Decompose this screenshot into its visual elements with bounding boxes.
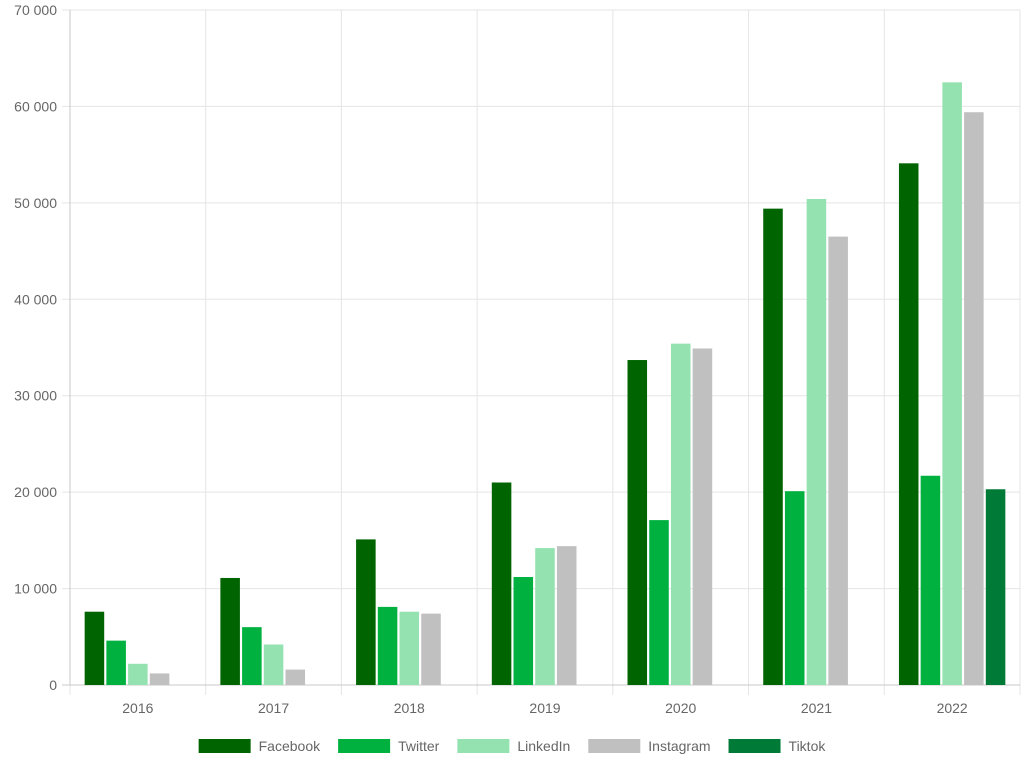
bar-instagram-2017[interactable]: Instagram 2017: 1600 xyxy=(285,669,306,685)
bar-instagram-2020[interactable]: Instagram 2020: 34900 xyxy=(692,348,713,685)
bar-linkedin-2016[interactable]: LinkedIn 2016: 2200 xyxy=(128,663,148,685)
bar-linkedin-2018[interactable]: LinkedIn 2018: 7600 xyxy=(399,611,420,685)
bar-twitter-2021[interactable]: Twitter 2021: 20100 xyxy=(784,491,805,685)
legend-item-instagram[interactable]: Instagram xyxy=(588,738,711,754)
bar-linkedin-2021[interactable]: LinkedIn 2021: 50400 xyxy=(806,199,827,685)
x-tick-label: 2018 xyxy=(394,700,425,716)
bar-twitter-2019[interactable]: Twitter 2019: 11200 xyxy=(513,577,534,685)
bars: Facebook 2016: 7600Twitter 2016: 4600Lin… xyxy=(84,82,1006,686)
y-axis-tick-labels: 0 10 000 20 000 30 000 40 000 50 000 60 000 70 … xyxy=(14,2,57,693)
bar-twitter-2020[interactable]: Twitter 2020: 17100 xyxy=(649,520,669,685)
bar-facebook-2018[interactable]: Facebook 2018: 15100 xyxy=(356,539,376,685)
x-tick-label: 2016 xyxy=(122,700,153,716)
legend-item-twitter[interactable]: Twitter xyxy=(338,738,440,754)
y-tick-label: 20 000 xyxy=(14,484,57,500)
x-tick-label: 2022 xyxy=(937,700,968,716)
legend-label: Twitter xyxy=(398,738,440,754)
y-tick-label: 10 000 xyxy=(14,581,57,597)
bar-facebook-2016[interactable]: Facebook 2016: 7600 xyxy=(84,611,105,685)
legend-item-tiktok[interactable]: Tiktok xyxy=(728,738,827,754)
bar-tiktok-2022[interactable]: Tiktok 2022: 20300 xyxy=(985,489,1006,685)
bar-facebook-2022[interactable]: Facebook 2022: 54100 xyxy=(898,163,919,686)
y-tick-label: 70 000 xyxy=(14,2,57,18)
legend-swatch xyxy=(338,739,391,753)
y-tick-label: 30 000 xyxy=(14,388,57,404)
legend-swatch xyxy=(588,739,641,753)
legend-label: Facebook xyxy=(259,738,321,754)
bar-facebook-2019[interactable]: Facebook 2019: 21000 xyxy=(491,482,512,686)
x-tick-label: 2019 xyxy=(529,700,560,716)
legend-item-linkedin[interactable]: LinkedIn xyxy=(457,738,570,754)
legend-swatch xyxy=(457,739,510,753)
legend: Facebook Twitter LinkedIn Instagram Tiktok xyxy=(198,738,827,754)
bar-instagram-2016[interactable]: Instagram 2016: 1200 xyxy=(149,673,170,685)
bar-instagram-2019[interactable]: Instagram 2019: 14400 xyxy=(556,546,577,685)
legend-label: Tiktok xyxy=(789,738,827,754)
bar-twitter-2018[interactable]: Twitter 2018: 8100 xyxy=(377,606,398,685)
y-tick-label: 60 000 xyxy=(14,98,57,114)
bar-linkedin-2022[interactable]: LinkedIn 2022: 62500 xyxy=(942,82,962,686)
bar-linkedin-2017[interactable]: LinkedIn 2017: 4200 xyxy=(263,644,284,686)
bar-facebook-2020[interactable]: Facebook 2020: 33700 xyxy=(627,360,648,685)
x-tick-label: 2017 xyxy=(258,700,289,716)
bar-facebook-2017[interactable]: Facebook 2017: 11100 xyxy=(220,577,240,685)
bar-linkedin-2019[interactable]: LinkedIn 2019: 14200 xyxy=(535,548,555,685)
y-tick-label: 40 000 xyxy=(14,291,57,307)
x-axis-tick-labels: 2016 2017 2018 2019 2020 2021 2022 xyxy=(122,700,968,716)
x-tick-label: 2021 xyxy=(801,700,832,716)
bar-facebook-2021[interactable]: Facebook 2021: 49400 xyxy=(763,208,783,685)
gridlines xyxy=(62,9,1021,695)
legend-label: Instagram xyxy=(648,738,710,754)
legend-item-facebook[interactable]: Facebook xyxy=(198,738,321,754)
bar-instagram-2021[interactable]: Instagram 2021: 46500 xyxy=(828,236,848,685)
bar-twitter-2022[interactable]: Twitter 2022: 21700 xyxy=(920,475,941,685)
x-tick-label: 2020 xyxy=(665,700,696,716)
legend-swatch xyxy=(728,739,781,753)
bar-twitter-2016[interactable]: Twitter 2016: 4600 xyxy=(106,640,126,685)
bar-instagram-2022[interactable]: Instagram 2022: 59400 xyxy=(964,112,984,685)
bar-linkedin-2020[interactable]: LinkedIn 2020: 35400 xyxy=(670,343,691,685)
bar-instagram-2018[interactable]: Instagram 2018: 7400 xyxy=(421,613,441,685)
legend-label: LinkedIn xyxy=(517,738,570,754)
legend-swatch xyxy=(198,739,251,753)
y-tick-label: 50 000 xyxy=(14,195,57,211)
y-tick-label: 0 xyxy=(49,677,57,693)
